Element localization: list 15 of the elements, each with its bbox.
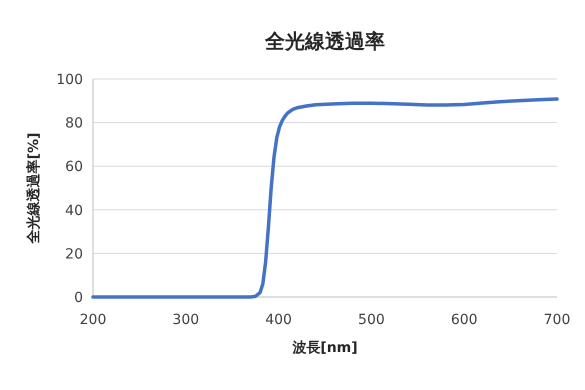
- x-axis-title: 波長[nm]: [291, 340, 358, 356]
- x-tick-label: 200: [80, 312, 106, 328]
- y-axis-title: 全光線透過率[%]: [25, 132, 42, 244]
- y-tick-label: 80: [65, 116, 83, 132]
- x-tick-label: 400: [265, 312, 292, 328]
- y-tick-label: 100: [56, 72, 83, 88]
- x-tick-label: 700: [544, 312, 570, 328]
- x-tick-label: 500: [358, 312, 385, 328]
- chart-title: 全光線透過率: [264, 29, 385, 53]
- y-tick-label: 20: [65, 246, 83, 262]
- y-tick-label: 60: [65, 159, 83, 176]
- x-tick-label: 300: [172, 312, 200, 328]
- x-tick-label: 600: [450, 312, 478, 328]
- y-tick-label: 40: [65, 202, 83, 219]
- y-tick-label: 0: [74, 290, 83, 306]
